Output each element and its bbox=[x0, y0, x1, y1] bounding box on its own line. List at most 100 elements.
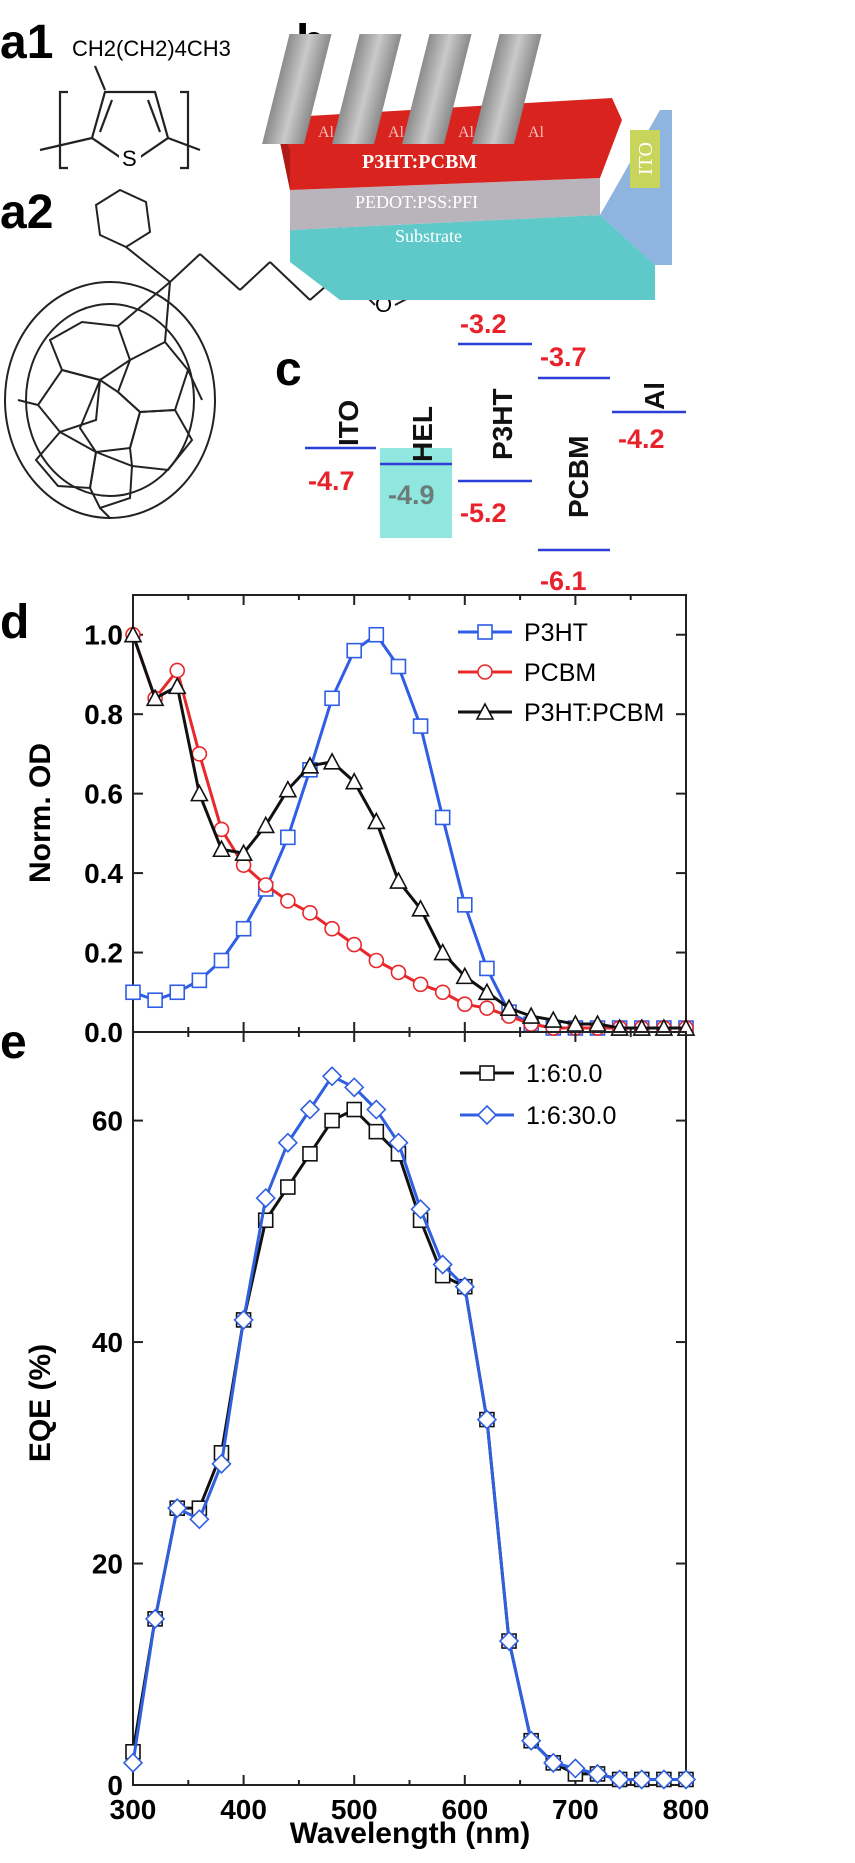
data-point bbox=[145, 688, 165, 707]
data-point bbox=[144, 1608, 166, 1630]
data-point bbox=[190, 783, 209, 802]
value-pcbm-homo: -6.1 bbox=[540, 566, 587, 596]
data-point bbox=[346, 1101, 363, 1118]
ito-label: ITO bbox=[635, 142, 657, 175]
chart-e-ylabel: EQE (%) bbox=[24, 1344, 57, 1462]
data-point bbox=[302, 905, 318, 921]
chart-e-xlabel: Wavelength (nm) bbox=[290, 1817, 531, 1850]
series-line bbox=[131, 1107, 686, 1781]
chart-d-plot: 0.0 0.2 0.4 0.6 0.8 1.0 P3HT PCBM P3HT:PCBM bbox=[84, 594, 696, 1048]
y-tick-label: 20 bbox=[92, 1549, 123, 1580]
electrode-4 bbox=[472, 34, 542, 144]
data-point bbox=[410, 1199, 431, 1220]
chart-e-plot: 300 400 500 600 700 800 0 20 40 60 1:6:0.0 1:6:30.0 bbox=[92, 1031, 709, 1825]
y-tick-label: 1.0 bbox=[84, 620, 123, 651]
data-point bbox=[324, 920, 340, 937]
series-pcbm bbox=[125, 626, 694, 1036]
data-point bbox=[479, 1000, 495, 1016]
y-tick-label: 40 bbox=[92, 1327, 123, 1358]
data-point bbox=[477, 982, 497, 1001]
data-point bbox=[368, 1123, 385, 1140]
legend-marker bbox=[476, 1104, 498, 1126]
x-tick-label: 700 bbox=[552, 1794, 599, 1825]
data-point bbox=[390, 658, 407, 675]
electrode-label-2: Al bbox=[388, 124, 405, 141]
series-p3ht bbox=[125, 626, 694, 1036]
data-point bbox=[412, 718, 429, 734]
data-point bbox=[322, 752, 342, 770]
data-point bbox=[366, 1099, 387, 1120]
series-1-6-0-0 bbox=[125, 1101, 694, 1788]
data-point bbox=[234, 843, 253, 862]
layer-label-substrate: Substrate bbox=[395, 226, 462, 246]
y-tick-label: 0.8 bbox=[84, 699, 123, 730]
data-point bbox=[543, 1010, 563, 1028]
legend-label: 1:6:30.0 bbox=[526, 1102, 616, 1130]
data-point bbox=[389, 871, 408, 889]
legend-label: P3HT bbox=[524, 619, 588, 647]
y-tick-label: 60 bbox=[92, 1106, 123, 1137]
fullerene-cage bbox=[4, 281, 216, 519]
legend-item: 1:6:30.0 bbox=[460, 1102, 616, 1130]
energy-levels bbox=[305, 342, 686, 552]
panel-label-c: c bbox=[275, 343, 302, 396]
data-point bbox=[280, 829, 296, 846]
data-point bbox=[412, 976, 429, 993]
data-point bbox=[388, 1132, 409, 1153]
data-point bbox=[191, 746, 208, 762]
y-tick-label: 0 bbox=[107, 1770, 123, 1801]
data-point bbox=[302, 1146, 318, 1162]
panel-label-a2: a2 bbox=[0, 186, 53, 239]
data-point bbox=[280, 893, 296, 909]
panel-e: e EQE (%) Wavelength (nm) 300 400 500 600 70… bbox=[0, 1016, 709, 1850]
data-point bbox=[653, 1769, 675, 1790]
panel-c: c ITO HEL P3HT PCBM Al -4.7 -4.9 -3.2 -5… bbox=[275, 309, 686, 596]
value-p3ht-lumo: -3.2 bbox=[460, 309, 507, 339]
x-tick-label: 300 bbox=[110, 1794, 157, 1825]
data-point bbox=[235, 920, 252, 937]
value-pcbm-lumo: -3.7 bbox=[540, 342, 587, 372]
data-point bbox=[368, 952, 385, 969]
data-point bbox=[675, 1769, 697, 1790]
series-p3ht-pcbm bbox=[123, 625, 696, 1036]
data-point bbox=[587, 1763, 608, 1785]
data-point bbox=[479, 960, 495, 977]
data-point bbox=[167, 676, 187, 695]
data-point bbox=[498, 1630, 520, 1652]
panel-a1: a1 CH2(CH2)4CH3 S bbox=[0, 16, 231, 171]
thiophene-ring bbox=[39, 65, 201, 170]
data-point bbox=[434, 984, 451, 1001]
data-point bbox=[344, 772, 364, 790]
electrode-3 bbox=[402, 34, 472, 144]
side-chain-label: CH2(CH2)4CH3 bbox=[72, 36, 231, 61]
data-point bbox=[257, 877, 274, 893]
legend-item: 1:6:0.0 bbox=[460, 1060, 602, 1088]
data-point bbox=[476, 1409, 498, 1430]
data-point bbox=[499, 998, 519, 1016]
panel-label-d: d bbox=[0, 596, 29, 649]
material-hel: HEL bbox=[407, 406, 438, 462]
data-point bbox=[280, 1179, 296, 1195]
data-point bbox=[189, 1509, 210, 1530]
data-point bbox=[434, 809, 451, 826]
legend-item: P3HT bbox=[458, 619, 588, 647]
data-point bbox=[456, 897, 473, 913]
data-point bbox=[631, 1769, 652, 1790]
data-point bbox=[167, 1498, 188, 1519]
electrode-1 bbox=[262, 34, 332, 144]
legend-marker bbox=[475, 702, 495, 720]
legend-label: P3HT:PCBM bbox=[524, 699, 664, 727]
y-tick-label: 0.2 bbox=[84, 938, 123, 969]
material-ito: ITO bbox=[333, 400, 364, 446]
data-point bbox=[346, 642, 363, 659]
legend-marker bbox=[477, 624, 493, 640]
data-point bbox=[433, 942, 453, 961]
data-point bbox=[411, 899, 430, 917]
series-1-6-30-0 bbox=[122, 1066, 697, 1790]
data-point bbox=[344, 1077, 365, 1098]
sulfur-label: S bbox=[122, 146, 137, 171]
electrode-label-3: Al bbox=[458, 124, 475, 141]
data-point bbox=[233, 1309, 254, 1331]
data-point bbox=[278, 779, 298, 798]
x-tick-label: 500 bbox=[331, 1794, 378, 1825]
